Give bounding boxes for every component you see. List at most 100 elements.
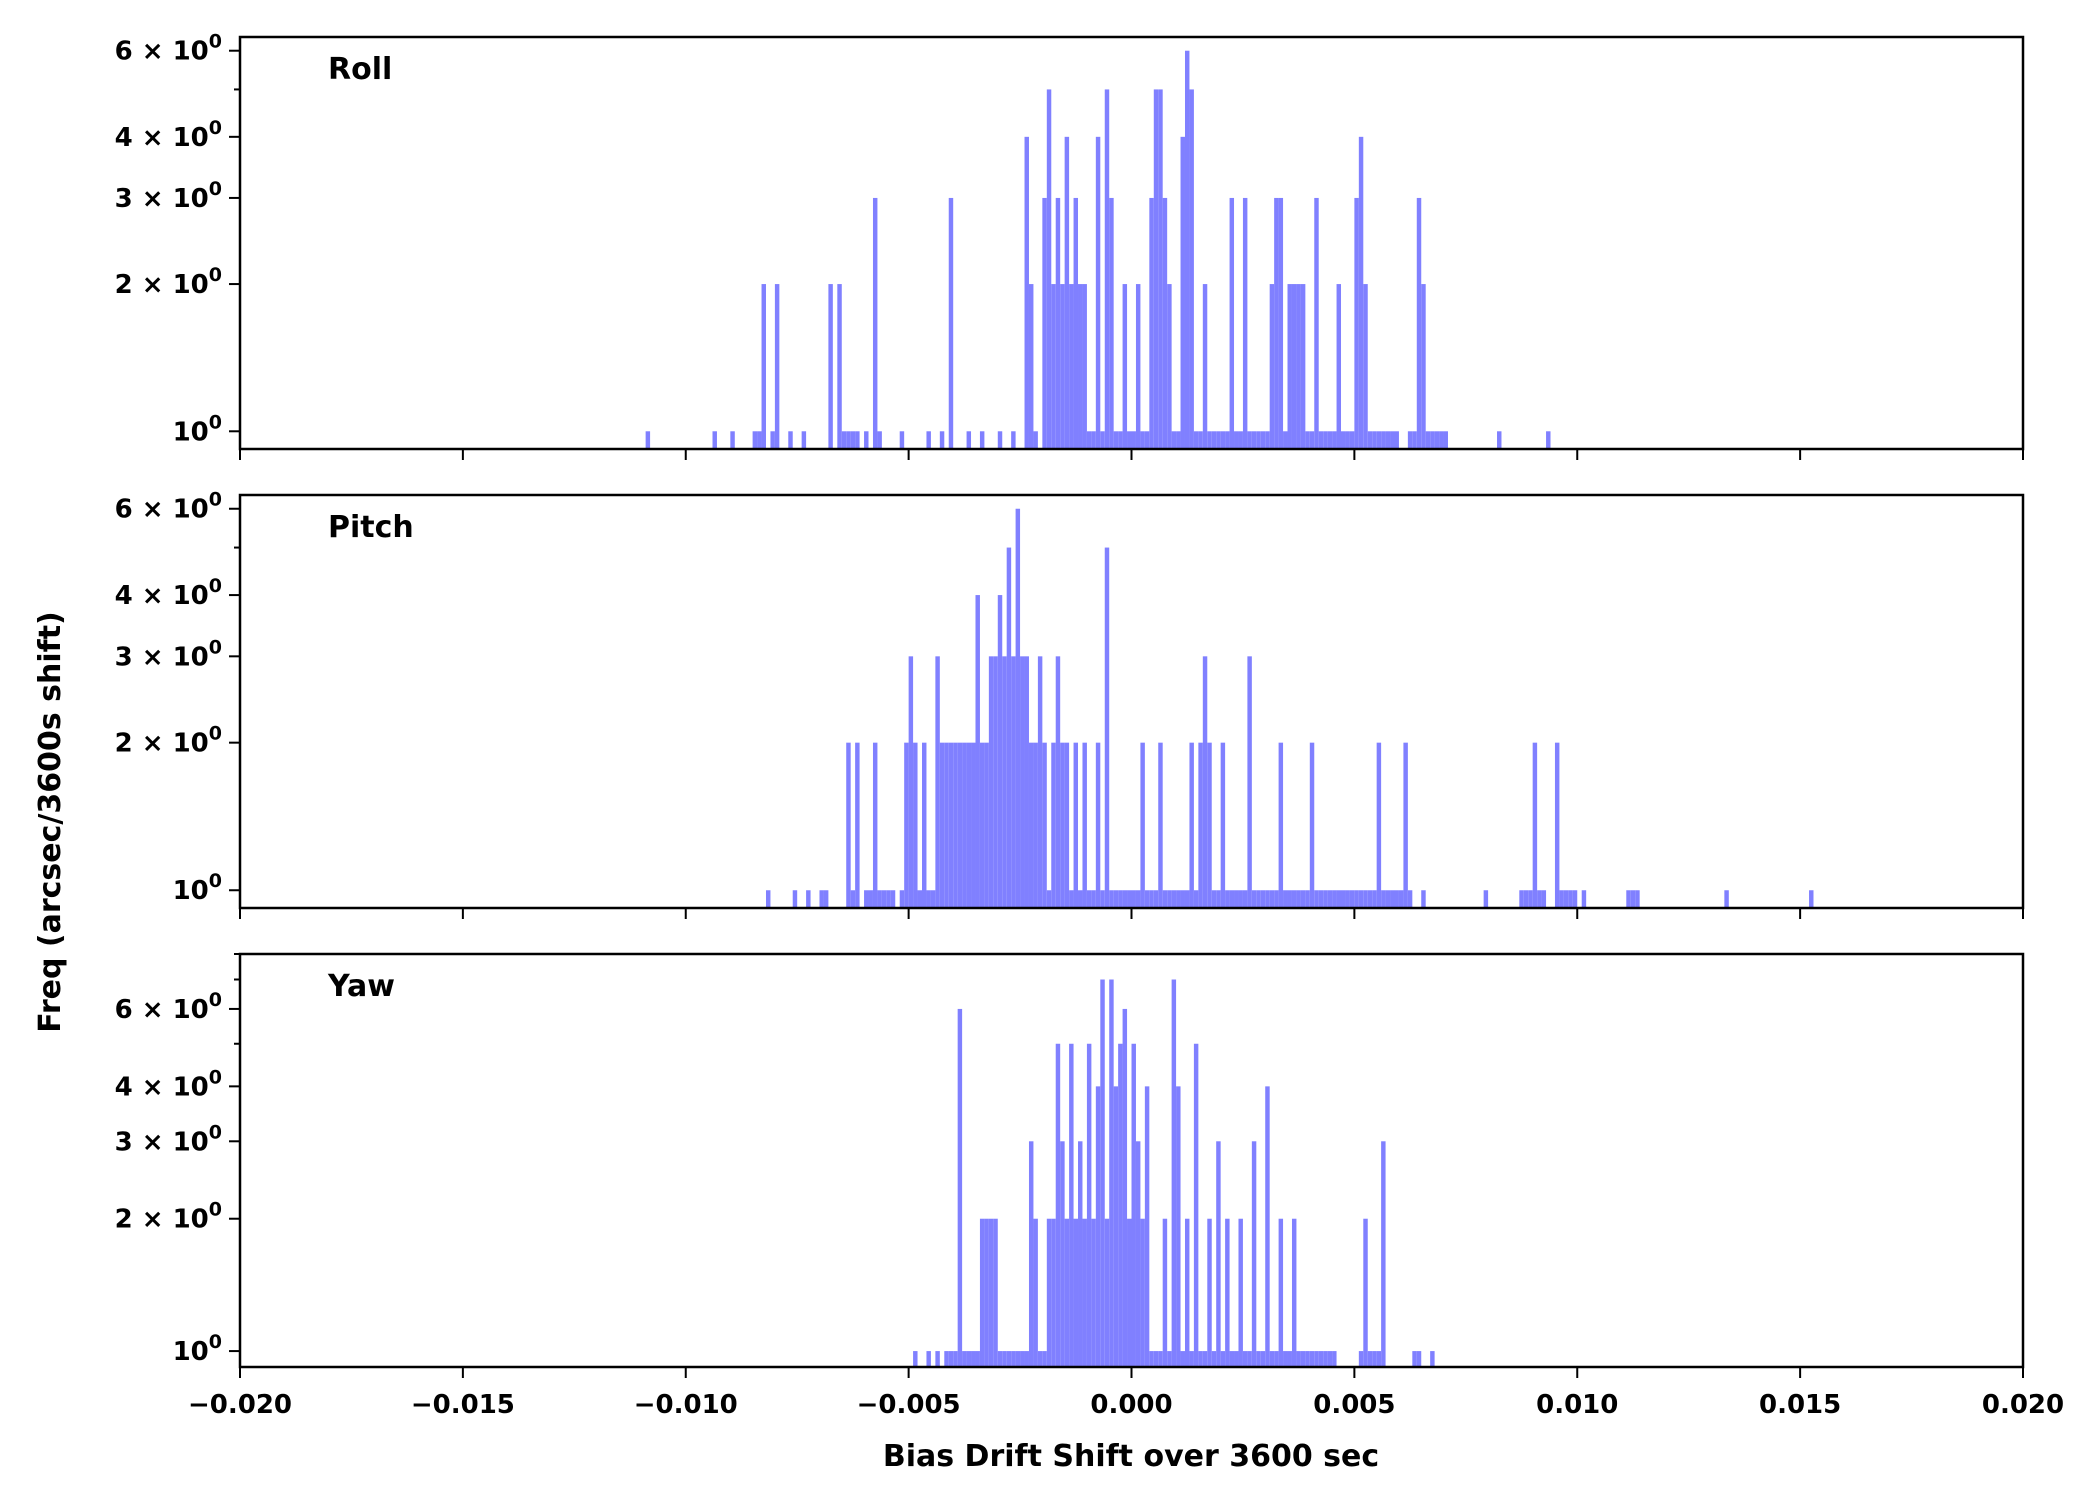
histogram-bar [1158,1351,1163,1367]
histogram-bar [752,431,758,449]
histogram-bar [1332,890,1337,908]
histogram-bar [1390,431,1395,449]
histogram-bar [1104,547,1110,908]
histogram-bar [806,890,811,908]
histogram-bar [1131,431,1136,449]
histogram-bar [1626,890,1631,908]
histogram-bar [1144,431,1150,449]
histogram-bar [1403,742,1408,908]
panel-roll: 100 2 × 100 3 × 100 4 × 100 6 × 100 Roll [115,31,2025,460]
histogram-bar [1225,890,1230,908]
histogram-bar [1367,1351,1373,1367]
histogram-bar [1421,284,1426,449]
y-tick-label: 4 × 100 [115,117,222,153]
histogram-bar [846,431,851,449]
histogram-bar [1046,89,1052,450]
y-tick-label: 6 × 100 [115,31,222,67]
histogram-bar [757,431,762,449]
histogram-bar [1229,197,1235,449]
histogram-bar [1559,890,1564,908]
histogram-bar [1095,1086,1101,1367]
y-tick-label: 6 × 100 [115,989,222,1025]
histogram-bar [926,1351,931,1367]
histogram-bar [819,890,824,908]
histogram-bar [1314,1351,1319,1367]
histogram-bar [1189,1351,1194,1367]
histogram-bar [1024,1351,1029,1367]
histogram-bar [1180,1351,1185,1367]
y-tick-label: 4 × 100 [115,1066,222,1102]
histogram-bar [1229,1351,1235,1367]
histogram-bar [1082,742,1087,908]
histogram-bar [1242,890,1248,908]
histogram-bar [1149,890,1154,908]
histogram-bar [1265,1086,1270,1367]
histogram-bar [645,431,651,449]
histogram-bar [1430,431,1435,449]
histogram-bar [1372,890,1377,908]
histogram-bar [1042,197,1047,449]
histogram-bar [1220,431,1226,449]
histogram-bar [1135,890,1141,908]
histogram-bar [1287,890,1292,908]
histogram-bar [1381,890,1386,908]
histogram-bar [1309,1351,1315,1367]
histogram-bar [1309,742,1315,908]
histogram-bar [1260,1351,1266,1367]
histogram-bar [1073,742,1079,908]
histogram-bar [1439,431,1444,449]
histogram-bar [1131,1043,1136,1367]
panel-yaw: 100 2 × 100 3 × 100 4 × 100 6 × 100 −0.020 −0.… [115,952,2064,1420]
histogram-bar [1051,1218,1056,1367]
histogram-bar [948,1351,954,1367]
histogram-bar [1581,890,1587,908]
histogram-bar [1327,431,1333,449]
histogram-bar [1167,1351,1172,1367]
histogram-bar [1189,89,1194,450]
histogram-bar [1358,1351,1364,1367]
histogram-bar [1305,890,1310,908]
histogram-bar [997,595,1003,908]
histogram-bar [1118,890,1123,908]
histogram-bar [1283,890,1288,908]
histogram-bar [1086,890,1092,908]
histogram-bar [1358,136,1364,449]
histogram-bar [1568,890,1573,908]
histogram-bar [1483,890,1489,908]
histogram-bar [944,1351,949,1367]
histogram-bar [1318,1351,1324,1367]
histogram-bar [1349,890,1355,908]
histogram-bar [877,431,882,449]
histogram-bar [1020,656,1025,908]
histogram-bar [1113,890,1119,908]
histogram-bar [1528,890,1533,908]
histogram-bar [1144,1086,1150,1367]
histogram-bar [1015,1351,1021,1367]
histogram-bar [975,595,980,908]
histogram-bar [1305,431,1310,449]
histogram-bar [1291,890,1297,908]
histogram-bar [846,742,851,908]
histogram-bar [1140,431,1145,449]
histogram-bar [864,890,869,908]
histogram-bar [1211,890,1217,908]
histogram-bar [1372,431,1377,449]
histogram-bar [1055,197,1061,449]
histogram-bar [1184,1218,1190,1367]
histogram-bar [1630,890,1636,908]
histogram-bar [1086,1043,1092,1367]
histogram-bar [1238,431,1243,449]
histogram-bar [899,431,905,449]
histogram-bar [774,284,780,449]
histogram-bar [1234,890,1239,908]
histogram-bar [792,890,798,908]
histogram-bar [979,742,985,908]
histogram-bar [1153,1351,1159,1367]
histogram-bar [1127,1218,1132,1367]
histogram-bar [1127,890,1132,908]
y-tick-label: 100 [173,870,222,906]
histogram-bar [1407,890,1413,908]
histogram-bar [828,284,833,449]
histogram-bar [1274,1351,1279,1367]
histogram-bar [1002,1351,1007,1367]
